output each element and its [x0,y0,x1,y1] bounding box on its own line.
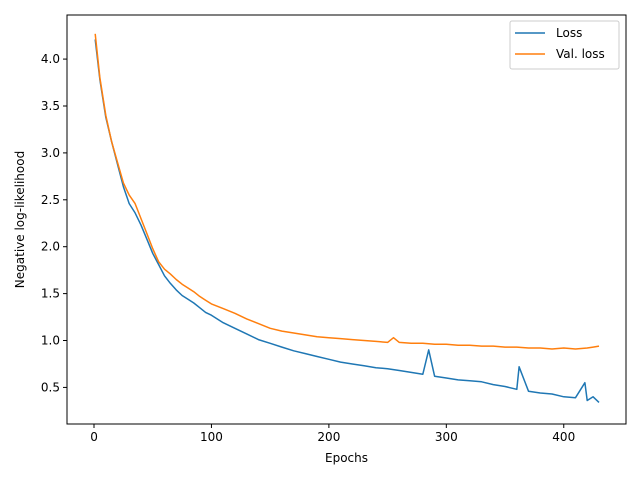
series-line-val-loss [94,33,600,350]
x-tick-label: 300 [435,430,458,444]
legend-label-loss: Loss [556,26,582,40]
y-tick-label: 2.5 [41,193,60,207]
series-line-loss [94,39,600,403]
x-tick-label: 0 [90,430,98,444]
legend: Loss Val. loss [509,20,620,70]
y-tick-label: 0.5 [41,380,60,394]
y-axis-ticks: 0.5 1.0 1.5 2.0 2.5 3.0 3.5 4.0 [41,52,67,394]
y-tick-label: 1.0 [41,334,60,348]
x-axis-ticks: 0 100 200 300 400 [90,424,575,444]
y-tick-label: 3.0 [41,146,60,160]
plot-frame [66,14,627,425]
x-tick-label: 100 [200,430,223,444]
y-tick-label: 4.0 [41,52,60,66]
x-tick-label: 200 [317,430,340,444]
y-tick-label: 3.5 [41,99,60,113]
y-tick-label: 1.5 [41,287,60,301]
legend-label-val-loss: Val. loss [556,47,605,61]
x-tick-label: 400 [552,430,575,444]
x-axis-label: Epochs [325,451,368,465]
y-axis-label: Negative log-likelihood [13,151,27,288]
y-tick-label: 2.0 [41,240,60,254]
plot-lines [94,33,600,403]
